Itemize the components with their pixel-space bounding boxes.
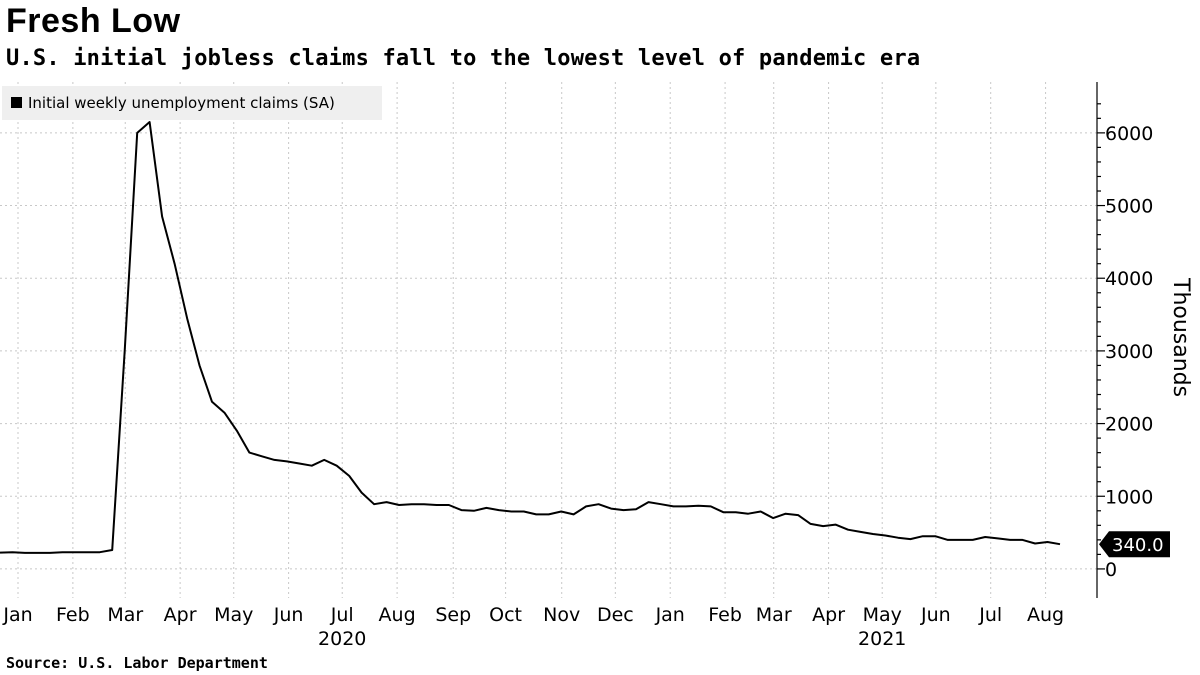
x-tick-label: Jun	[273, 604, 304, 626]
x-tick-label: Aug	[379, 604, 416, 626]
x-tick-label: Jan	[2, 604, 32, 626]
legend-label: Initial weekly unemployment claims (SA)	[28, 94, 335, 112]
y-tick-label: 3000	[1105, 341, 1153, 363]
x-tick-label: Apr	[164, 604, 197, 626]
x-tick-label: Apr	[812, 604, 845, 626]
x-tick-label: Nov	[543, 604, 580, 626]
x-tick-label: May	[214, 604, 253, 626]
last-value-badge	[1099, 531, 1170, 558]
year-label: 2020	[318, 628, 366, 650]
x-axis: Jan Feb Mar Apr May Jun Jul Aug Sep Oct Nov Dec Jan F…	[2, 604, 1064, 650]
x-tick-label: May	[863, 604, 902, 626]
year-label: 2021	[858, 628, 906, 650]
y-tick-label: 0	[1105, 559, 1117, 581]
x-tick-label: Mar	[107, 604, 143, 626]
legend-swatch	[11, 97, 22, 108]
x-tick-label: Mar	[756, 604, 792, 626]
x-tick-label: Feb	[708, 604, 742, 626]
x-tick-label: Jul	[330, 604, 354, 626]
x-tick-label: Dec	[597, 604, 634, 626]
y-tick-label: 1000	[1105, 486, 1153, 508]
x-tick-label: Jan	[655, 604, 685, 626]
y-axis-title: Thousands	[1168, 277, 1193, 397]
series-line	[0, 121, 1061, 554]
series-layer	[0, 121, 1061, 554]
y-tick-label: 2000	[1105, 414, 1153, 436]
x-tick-label: Jul	[978, 604, 1002, 626]
x-tick-label: Feb	[56, 604, 90, 626]
x-tick-label: Sep	[435, 604, 471, 626]
source-note: Source: U.S. Labor Department	[6, 654, 268, 672]
last-value-marker: 340.0	[1099, 531, 1170, 558]
last-value-label: 340.0	[1112, 535, 1164, 556]
grid-lines	[0, 82, 1097, 598]
y-tick-label: 5000	[1105, 196, 1153, 218]
legend: Initial weekly unemployment claims (SA)	[2, 86, 382, 120]
y-tick-label: 6000	[1105, 123, 1153, 145]
x-tick-label: Jun	[920, 604, 951, 626]
chart-title: Fresh Low	[6, 2, 181, 40]
y-tick-label: 4000	[1105, 268, 1153, 290]
x-tick-label: Oct	[489, 604, 522, 626]
chart-subtitle: U.S. initial jobless claims fall to the …	[6, 46, 921, 71]
x-tick-label: Aug	[1027, 604, 1064, 626]
y-axis: 0 1000 2000 3000 4000 5000 6000	[1096, 82, 1153, 598]
legend-background	[2, 86, 382, 120]
